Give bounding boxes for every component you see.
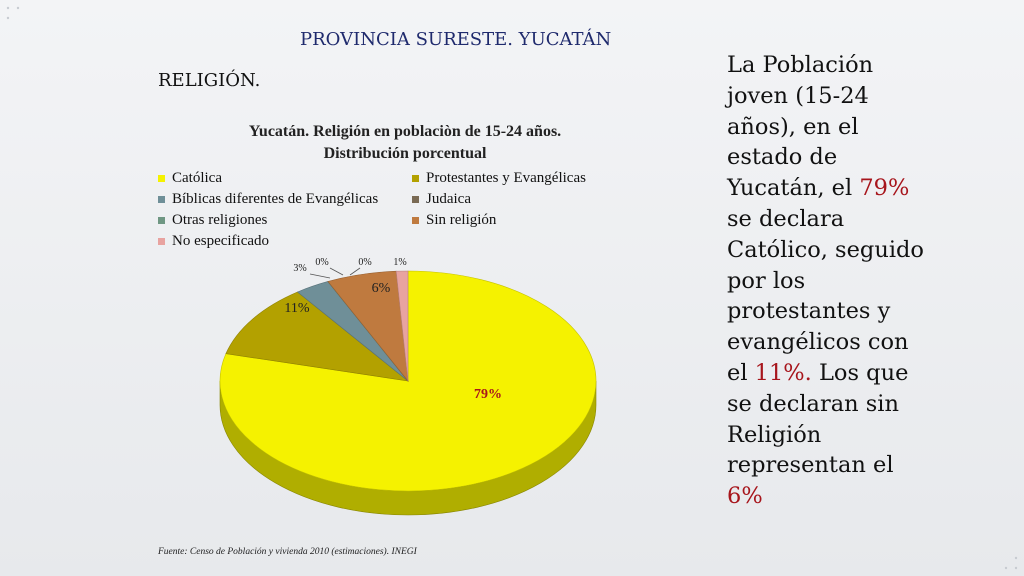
pie-tops <box>219 270 597 492</box>
highlight-catolica: 79% <box>859 175 910 202</box>
legend-swatch <box>412 217 419 224</box>
legend-swatch <box>158 238 165 245</box>
label-leader-line <box>349 267 361 276</box>
label-leader-line <box>309 273 331 279</box>
summary-text-part: se declara Católico, seguido por los pro… <box>727 205 924 386</box>
chart-title: Yucatán. Religión en poblaciòn de 15-24 … <box>150 121 660 165</box>
legend-item: Católica <box>158 170 222 187</box>
pie-data-label: 11% <box>284 301 309 316</box>
legend-swatch <box>158 175 165 182</box>
highlight-protestantes: 11%. <box>754 359 812 386</box>
pie-slice <box>225 291 410 382</box>
summary-text-part: Los que se declaran sin Religión represe… <box>727 359 909 479</box>
legend-swatch <box>158 196 165 203</box>
legend-swatch <box>158 217 165 224</box>
legend-item: Sin religión <box>412 212 496 229</box>
pie-data-label: 6% <box>372 281 391 296</box>
section-title: RELIGIÓN. <box>158 70 261 91</box>
summary-text: La Población joven (15-24 años), en el e… <box>727 50 927 512</box>
highlight-sin-religion: 6% <box>727 483 763 510</box>
pie-slice <box>395 270 409 382</box>
pie-data-label: 79% <box>474 387 502 402</box>
chart-title-line-1: Yucatán. Religión en poblaciòn de 15-24 … <box>248 123 562 140</box>
pie-data-label: 3% <box>293 263 306 274</box>
pie-data-labels: 79% 11% 3% 0% 0% 6% 1% <box>284 257 502 402</box>
legend-item: No especificado <box>158 233 269 250</box>
source-note: Fuente: Censo de Población y vivienda 20… <box>158 547 417 557</box>
legend-label: Bíblicas diferentes de Evangélicas <box>172 191 379 207</box>
legend-item: Judaica <box>412 191 471 208</box>
legend-swatch <box>412 175 419 182</box>
legend-label: No especificado <box>172 233 270 249</box>
legend-item: Protestantes y Evangélicas <box>412 170 586 187</box>
legend-item: Bíblicas diferentes de Evangélicas <box>158 191 378 208</box>
legend-label: Protestantes y Evangélicas <box>426 170 586 186</box>
pie-data-label: 0% <box>358 257 371 268</box>
pie-data-label: 1% <box>393 257 406 268</box>
legend-label: Sin religión <box>426 212 497 228</box>
legend-swatch <box>412 196 419 203</box>
label-leader-line <box>329 267 344 276</box>
pie-data-label: 0% <box>315 257 328 268</box>
chart-title-line-2: Distribución porcentual <box>323 145 487 162</box>
slide-header: PROVINCIA SURESTE. YUCATÁN <box>300 29 612 50</box>
legend-label: Católica <box>172 170 222 186</box>
legend-item: Otras religiones <box>158 212 267 229</box>
legend-label: Otras religiones <box>172 212 268 228</box>
legend-label: Judaica <box>426 191 471 207</box>
summary-text-part: La Población joven (15-24 años), en el e… <box>727 52 874 202</box>
